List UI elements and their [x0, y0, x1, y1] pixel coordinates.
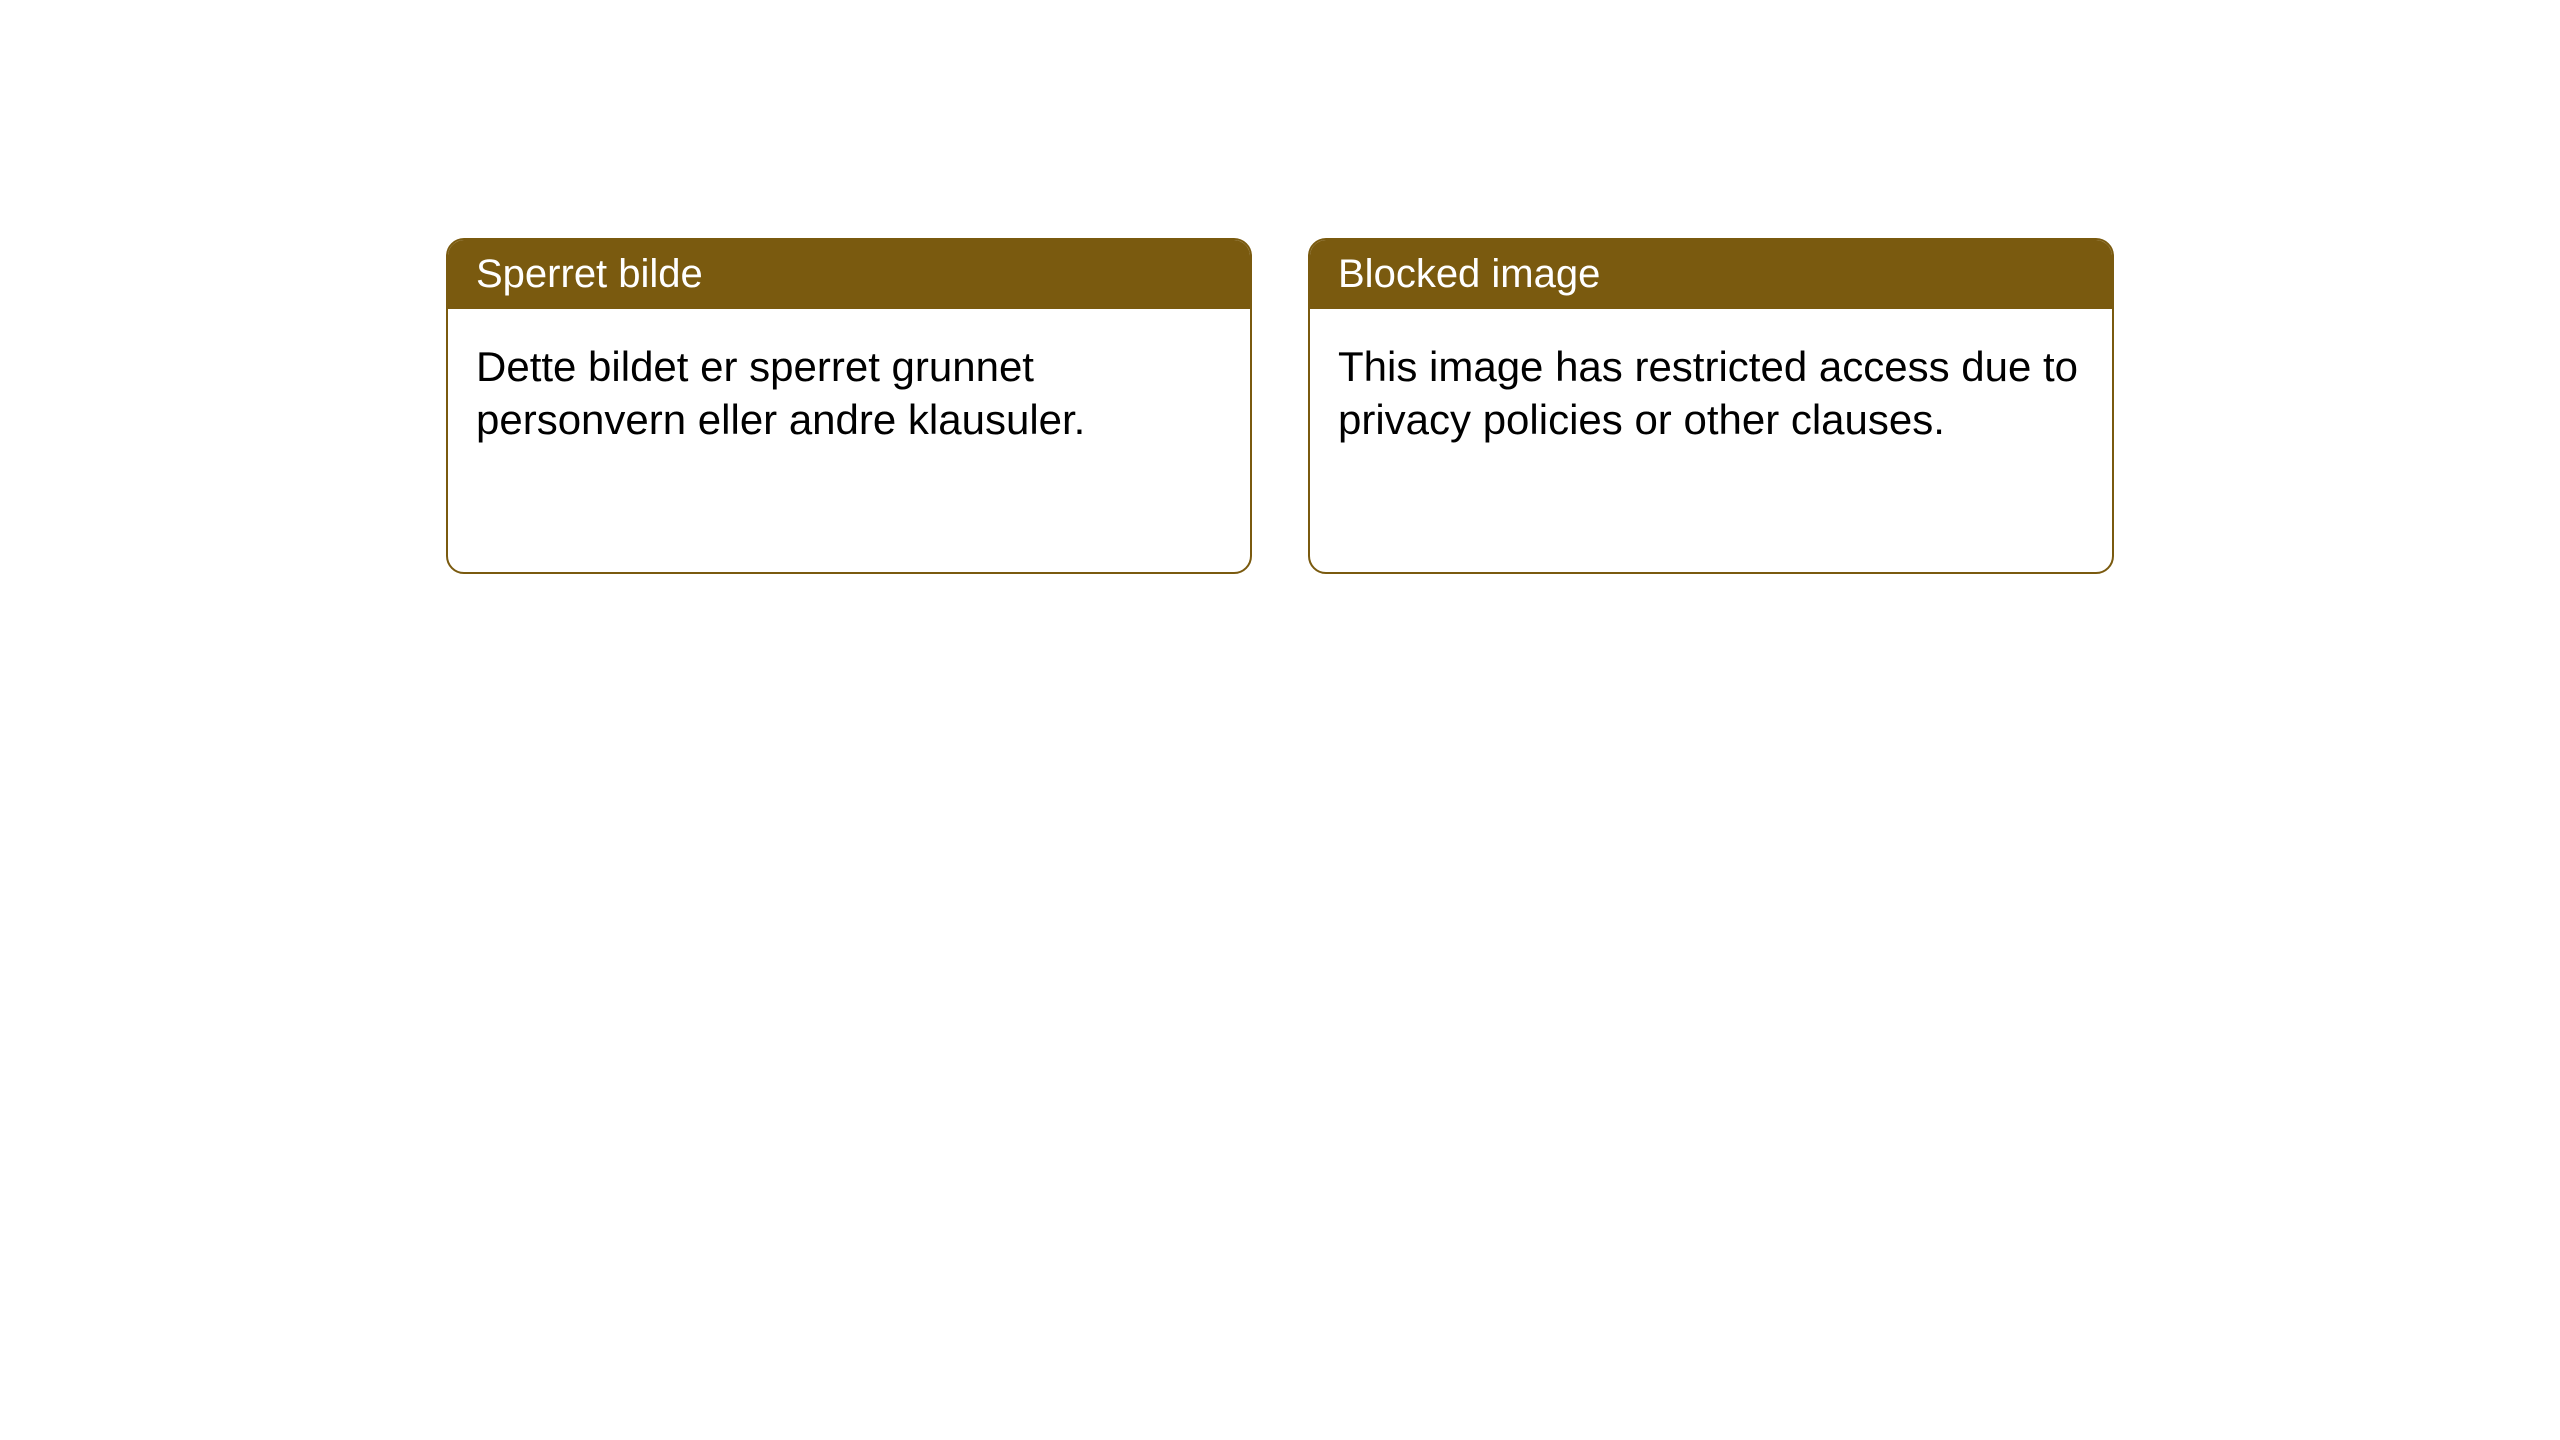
- card-title: Sperret bilde: [476, 252, 703, 296]
- card-body: This image has restricted access due to …: [1310, 309, 2112, 478]
- card-header: Blocked image: [1310, 240, 2112, 309]
- card-norwegian: Sperret bilde Dette bildet er sperret gr…: [446, 238, 1252, 574]
- card-header: Sperret bilde: [448, 240, 1250, 309]
- cards-container: Sperret bilde Dette bildet er sperret gr…: [446, 238, 2114, 574]
- card-english: Blocked image This image has restricted …: [1308, 238, 2114, 574]
- card-body-text: Dette bildet er sperret grunnet personve…: [476, 343, 1085, 443]
- card-title: Blocked image: [1338, 252, 1600, 296]
- card-body: Dette bildet er sperret grunnet personve…: [448, 309, 1250, 478]
- card-body-text: This image has restricted access due to …: [1338, 343, 2078, 443]
